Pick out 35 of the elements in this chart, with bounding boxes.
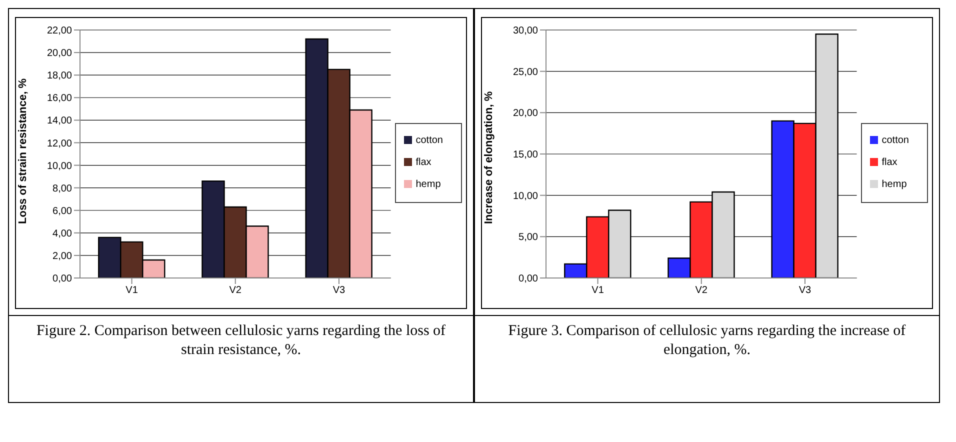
x-tick-label: V3 (798, 285, 812, 296)
y-tick-label: 0,00 (52, 274, 72, 285)
y-tick-label: 5,00 (518, 232, 538, 244)
y-tick-label: 2,00 (52, 251, 72, 262)
y-tick-label: 22,00 (46, 26, 72, 37)
x-tick-label: V2 (229, 285, 242, 296)
x-tick-label: V3 (332, 285, 346, 296)
x-tick-label: V1 (592, 285, 604, 296)
y-axis-title: Loss of strain resistance, % (16, 78, 29, 224)
y-tick-label: 8,00 (52, 183, 72, 194)
y-axis-title: Increase of elongation, % (482, 91, 495, 224)
y-tick-label: 30,00 (512, 26, 538, 37)
y-tick-label: 25,00 (512, 66, 538, 78)
caption: Figure 3. Comparison of cellulosic yarns regarding the increase of elongation, %. (507, 322, 907, 360)
x-tick-label: V1 (126, 285, 138, 296)
y-tick-label: 10,00 (512, 190, 538, 202)
y-tick-label: 20,00 (512, 108, 538, 120)
legend-label: cotton (416, 135, 443, 146)
legend-label: flax (882, 157, 898, 168)
y-tick-label: 16,00 (46, 93, 72, 104)
y-tick-label: 14,00 (46, 116, 72, 127)
y-tick-label: 18,00 (46, 70, 72, 82)
y-tick-label: 0,00 (518, 274, 538, 285)
y-tick-label: 6,00 (52, 206, 72, 217)
y-tick-label: 15,00 (512, 150, 538, 161)
legend-label: cotton (882, 135, 909, 146)
legend-label: hemp (882, 179, 907, 190)
y-tick-label: 4,00 (52, 228, 72, 240)
legend-label: flax (416, 157, 432, 168)
y-tick-label: 20,00 (46, 48, 72, 60)
y-tick-label: 10,00 (46, 160, 72, 172)
x-tick-label: V2 (695, 285, 708, 296)
y-tick-label: 12,00 (46, 138, 72, 150)
caption: Figure 2. Comparison between cellulosic yarns regarding the loss of strain resistance, %. (35, 322, 447, 360)
legend-label: hemp (416, 179, 441, 190)
